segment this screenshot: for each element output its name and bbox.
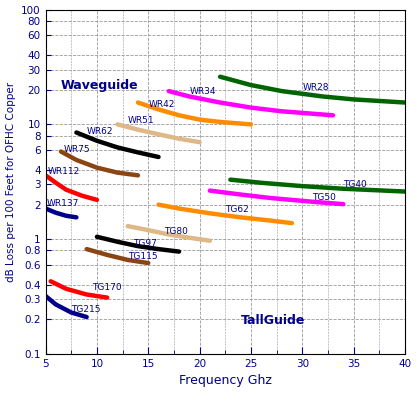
Text: WR34: WR34 [189,88,216,96]
Text: WR42: WR42 [148,101,175,109]
Text: WR62: WR62 [87,127,113,136]
Text: TG80: TG80 [163,227,188,236]
Text: TG97: TG97 [133,239,157,248]
Text: WR28: WR28 [302,83,329,92]
Text: WR75: WR75 [64,145,91,154]
Text: TG62: TG62 [225,205,249,214]
Text: TG50: TG50 [312,193,337,202]
Y-axis label: dB Loss per 100 Feet for OFHC Copper: dB Loss per 100 Feet for OFHC Copper [5,82,15,282]
Text: TG115: TG115 [128,252,157,261]
Text: WR137: WR137 [47,199,79,208]
Text: WR112: WR112 [48,167,80,176]
Text: Waveguide: Waveguide [61,79,138,92]
Text: WR51: WR51 [128,116,154,125]
X-axis label: Frequency Ghz: Frequency Ghz [179,375,272,387]
Text: TG170: TG170 [92,283,121,292]
Text: TG40: TG40 [343,180,367,189]
Text: TG215: TG215 [71,305,101,314]
Text: TallGuide: TallGuide [241,314,305,327]
